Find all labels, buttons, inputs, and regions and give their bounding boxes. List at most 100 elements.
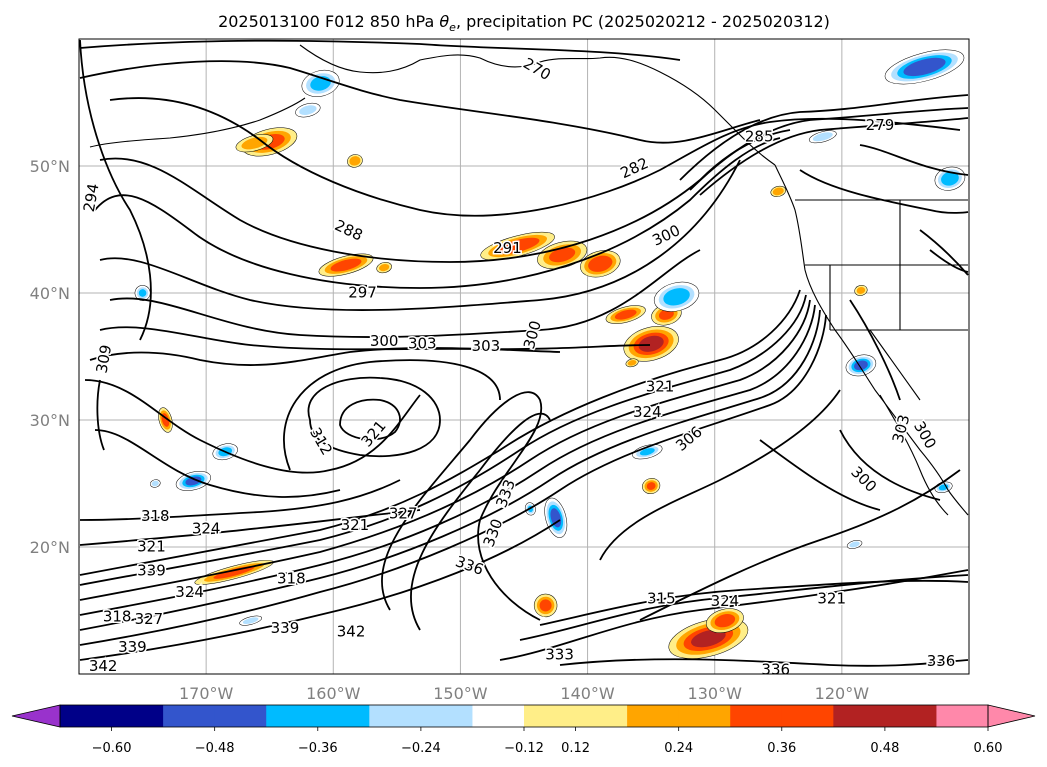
precip-blob [213,565,255,579]
contour-line [99,159,741,311]
colorbar-segment [936,705,989,727]
colorbar-tick-label: 0.12 [561,741,590,756]
colorbar-segment [678,705,731,727]
contour-label: 303 [408,334,437,352]
precip-blob [772,187,784,196]
lat-tick-label: 50°N [30,157,70,176]
colorbar-tick-label: 0.48 [870,741,899,756]
precip-blob [903,57,946,77]
contour-line [679,94,969,181]
contour-line [109,249,701,338]
contour-line [79,294,807,586]
precip-blob [550,508,562,528]
contour-label: 318 [103,607,132,625]
contour-label: 336 [761,661,790,679]
contour-line [839,429,941,501]
colorbar [11,704,1036,728]
colorbar-segment [472,705,525,727]
contour-line [499,569,969,661]
lat-tick-label: 20°N [30,538,70,557]
contour-line [639,469,961,621]
colorbar-segment [317,705,370,727]
contour-line [99,326,651,351]
precip-blob [646,482,656,490]
precip-blob [638,335,664,352]
contour-line [89,347,561,366]
precip-blob [691,629,726,648]
contour-line [79,304,816,616]
precip-blob [539,599,552,612]
contour-label: 333 [545,645,574,663]
contour-label: 324 [192,520,221,538]
contour-label: 324 [633,403,662,421]
lat-tick-label: 40°N [30,284,70,303]
contour-line [96,379,105,451]
contour-line [849,299,901,401]
colorbar-segment [369,705,422,727]
contour-line [79,309,821,631]
precip-blob [588,255,613,272]
colorbar-segment [420,705,473,727]
contour-label: 321 [137,538,166,556]
plot-frame [78,38,970,675]
contour-label: 324 [711,592,740,610]
contour-line [109,97,961,217]
precipitation-pc-fill [134,49,966,659]
latitude-tick-labels: 20°N 30°N 40°N 50°N [30,157,70,557]
contour-line [699,117,969,196]
lon-tick-label: 170°W [179,684,234,703]
colorbar-segment [60,705,113,727]
colorbar-extend-over [987,704,1036,728]
lat-tick-label: 30°N [30,411,70,430]
contour-label: 321 [817,590,846,608]
colorbar-segment [627,705,680,727]
colorbar-tick-label: −0.12 [504,741,544,756]
precip-blob [714,614,736,628]
precip-blob [639,448,655,456]
contour-line [79,299,811,601]
colorbar-tick-label: −0.24 [401,741,441,756]
precip-blob [849,541,860,548]
contour-line [759,439,881,511]
theta-e-contours [79,39,969,667]
precip-blob [349,156,361,166]
contour-line [79,519,561,661]
contour-label: 327 [389,504,418,522]
precip-blob [856,286,866,294]
contour-line [79,314,827,646]
precip-blob [812,132,833,142]
coastlines [89,44,969,516]
precip-blob [151,480,159,487]
colorbar-segment [575,705,628,727]
precip-blob [330,258,362,272]
contour-line [409,412,551,631]
lon-tick-label: 120°W [815,684,870,703]
longitude-tick-labels: 170°W 160°W 150°W 140°W 130°W 120°W [179,684,869,703]
contour-label: 318 [277,569,306,587]
precip-blob [495,237,540,255]
contour-line [799,169,969,214]
contour-line [79,60,761,144]
colorbar-tick-label: −0.36 [298,741,338,756]
precip-blob [379,264,390,272]
colorbar-segment [163,705,216,727]
contour-label: 279 [866,116,895,134]
lon-tick-label: 130°W [688,684,743,703]
contour-line [94,429,341,498]
contour-line [79,39,681,61]
contour-line [283,359,501,471]
contour-line [79,39,152,341]
coastline-aleutians [89,97,306,148]
precip-blob [614,309,637,320]
contour-label: 300 [370,332,399,350]
colorbar-tick-labels: −0.60 −0.48 −0.36 −0.24 −0.12 0.12 0.24 0.36 0.4… [92,727,1002,756]
colorbar-tick-label: −0.48 [195,741,235,756]
colorbar-segment [266,705,319,727]
precip-blob [627,360,637,366]
contour-label: 321 [646,377,675,395]
contour-line [859,144,969,176]
contour-line [381,391,543,621]
contour-label: 339 [118,638,147,656]
